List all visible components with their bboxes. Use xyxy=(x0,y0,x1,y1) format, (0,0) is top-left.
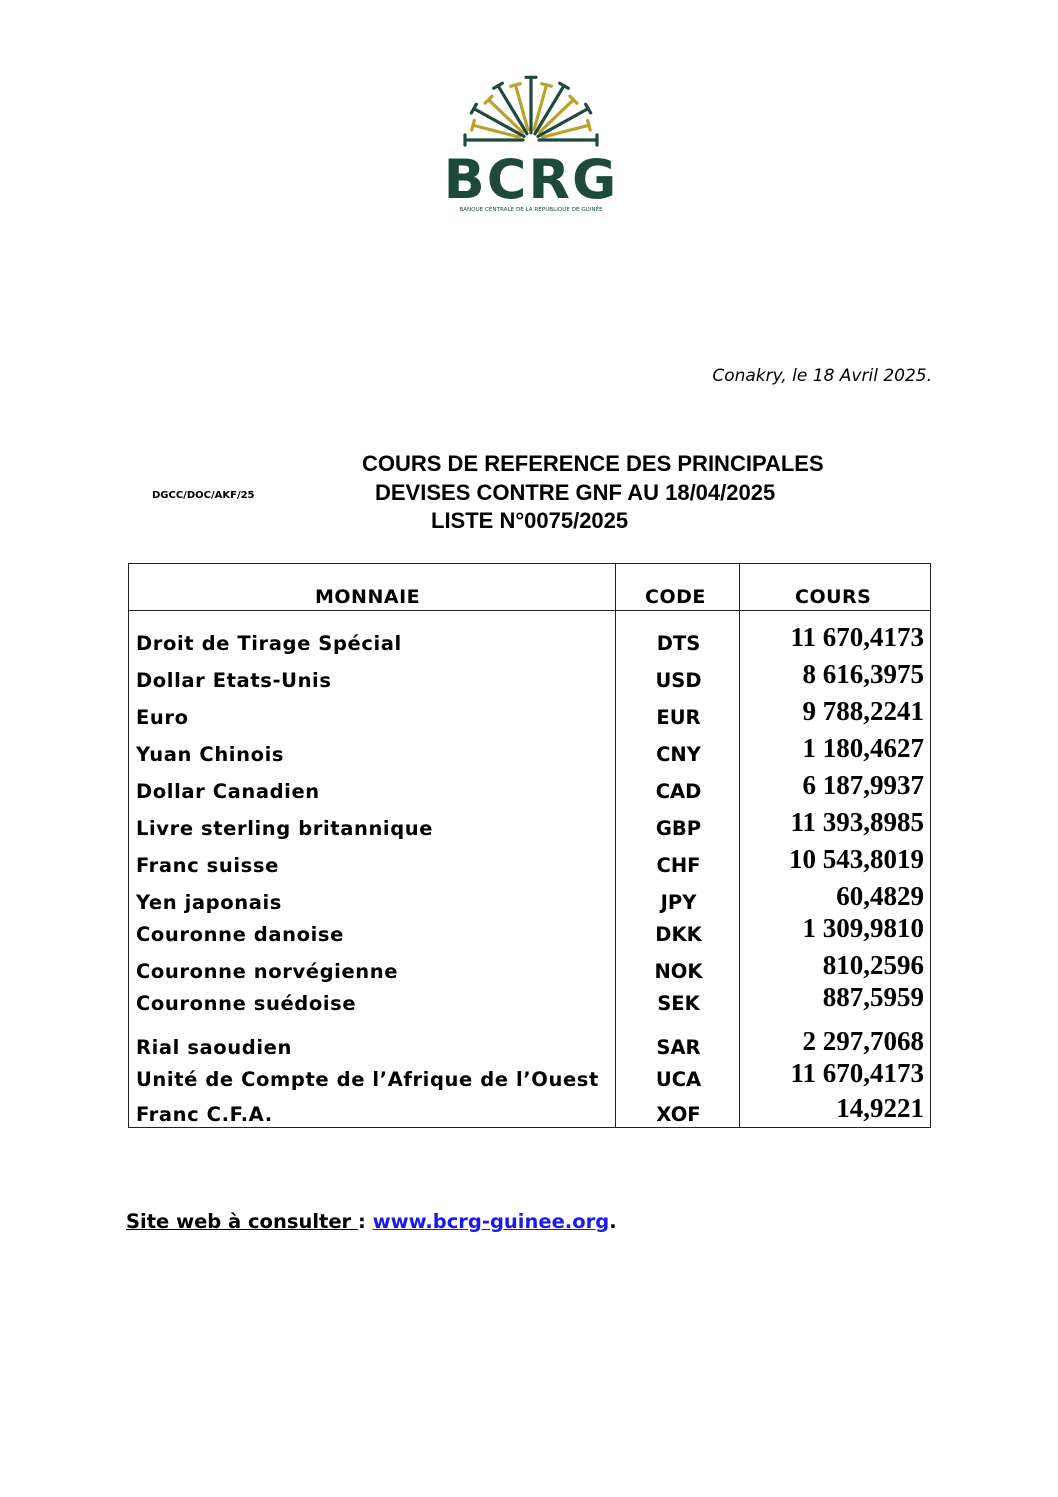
currency-code: JPY xyxy=(660,891,697,914)
date-line: Conakry, le 18 Avril 2025. xyxy=(712,366,932,386)
logo-ray-cap xyxy=(470,118,476,132)
currency-name: Droit de Tirage Spécial xyxy=(136,632,402,655)
exchange-rate: 810,2596 xyxy=(822,950,924,980)
currency-code: NOK xyxy=(654,960,703,983)
logo-ray-cap xyxy=(586,118,592,132)
currency-name: Unité de Compte de l’Afrique de l’Ouest xyxy=(136,1068,599,1091)
logo-ray xyxy=(513,83,530,132)
footer-label: Site web à consulter xyxy=(126,1210,358,1233)
table-row: Franc suisse CHF 10 543,8019 xyxy=(129,844,930,880)
currency-name: Euro xyxy=(136,706,189,729)
bcrg-logo: BCRG BANQUE CENTRALE DE LA RÉPUBLIQUE DE… xyxy=(444,75,619,213)
currency-code: USD xyxy=(655,669,702,692)
logo-ray-cap xyxy=(540,82,553,88)
currency-name: Couronne suédoise xyxy=(136,992,357,1015)
exchange-rate: 11 393,8985 xyxy=(790,807,924,837)
exchange-rate-table: MONNAIE CODE COURS Droit de Tirage Spéci… xyxy=(128,563,931,1128)
title-line-1: COURS DE REFERENCE DES PRINCIPALES xyxy=(362,451,824,476)
table-row: Yuan Chinois CNY 1 180,4627 xyxy=(129,733,930,769)
table-row: Couronne danoise DKK 1 309,9810 xyxy=(129,913,930,949)
currency-name: Livre sterling britannique xyxy=(136,817,434,840)
header-divider xyxy=(129,610,930,611)
logo-ray xyxy=(540,123,591,139)
column-divider xyxy=(739,564,740,1127)
table-row: Couronne norvégienne NOK 810,2596 xyxy=(129,950,930,986)
logo-ray xyxy=(471,123,522,139)
currency-code: EUR xyxy=(656,706,701,729)
svg-text:BANQUE CENTRALE DE LA RÉPUBLIQ: BANQUE CENTRALE DE LA RÉPUBLIQUE DE GUIN… xyxy=(459,205,603,213)
logo-ray xyxy=(533,84,566,136)
exchange-rate: 60,4829 xyxy=(836,881,924,911)
table-row: Livre sterling britannique GBP 11 393,8985 xyxy=(129,807,930,843)
footer-end: . xyxy=(609,1210,617,1233)
logo-ray-cap xyxy=(469,102,478,115)
logo-ray xyxy=(496,84,529,136)
logo-ray xyxy=(532,83,549,132)
header-currency: MONNAIE xyxy=(315,586,421,608)
exchange-rate: 11 670,4173 xyxy=(790,622,924,652)
currency-code: SEK xyxy=(657,992,700,1015)
footer: Site web à consulter : www.bcrg-guinee.o… xyxy=(126,1210,617,1233)
currency-name: Franc suisse xyxy=(136,854,279,877)
logo-ray-cap xyxy=(568,94,579,105)
currency-code: SAR xyxy=(656,1036,701,1059)
exchange-rate: 8 616,3975 xyxy=(802,659,925,689)
svg-text:BCRG: BCRG xyxy=(444,148,619,211)
currency-name: Franc C.F.A. xyxy=(136,1103,273,1126)
currency-name: Yuan Chinois xyxy=(136,743,285,766)
website-link[interactable]: www.bcrg-guinee.org xyxy=(372,1210,610,1233)
exchange-rate: 14,9221 xyxy=(836,1093,924,1123)
currency-code: CAD xyxy=(655,780,702,803)
table-row: Yen japonais JPY 60,4829 xyxy=(129,881,930,917)
logo-ray-cap xyxy=(483,94,494,105)
currency-code: CNY xyxy=(656,743,701,766)
table-row: Rial saoudien SAR 2 297,7068 xyxy=(129,1026,930,1062)
exchange-rate: 2 297,7068 xyxy=(802,1026,925,1056)
exchange-rate: 1 180,4627 xyxy=(802,733,925,763)
table-row: Droit de Tirage Spécial DTS 11 670,4173 xyxy=(129,622,930,658)
logo-ray-cap xyxy=(558,81,570,90)
currency-code: UCA xyxy=(655,1068,702,1091)
table-row: Franc C.F.A. XOF 14,9221 xyxy=(129,1093,930,1129)
header-code: CODE xyxy=(645,586,706,608)
exchange-rate: 6 187,9937 xyxy=(802,770,925,800)
logo-ray xyxy=(537,98,576,134)
title-line-3: LISTE N°0075/2025 xyxy=(431,508,629,533)
currency-code: DKK xyxy=(655,923,702,946)
logo-ray-cap xyxy=(492,81,504,90)
logo-ray xyxy=(536,107,590,139)
logo-ray xyxy=(486,98,525,134)
currency-code: DTS xyxy=(656,632,701,655)
title-line-2: DEVISES CONTRE GNF AU 18/04/2025 xyxy=(375,480,776,505)
table-row: Euro EUR 9 788,2241 xyxy=(129,696,930,732)
currency-name: Dollar Canadien xyxy=(136,780,320,803)
exchange-rate: 10 543,8019 xyxy=(789,844,924,874)
exchange-rate: 11 670,4173 xyxy=(790,1058,924,1088)
logo-ray xyxy=(472,107,526,139)
currency-name: Yen japonais xyxy=(136,891,282,914)
currency-code: XOF xyxy=(656,1103,701,1126)
currency-name: Dollar Etats-Unis xyxy=(136,669,332,692)
exchange-rate: 1 309,9810 xyxy=(802,913,925,943)
exchange-rate: 887,5959 xyxy=(822,982,924,1012)
header-rate: COURS xyxy=(795,586,872,608)
currency-code: CHF xyxy=(656,854,701,877)
column-divider xyxy=(615,564,616,1127)
table-row: Couronne suédoise SEK 887,5959 xyxy=(129,982,930,1018)
table-row: Unité de Compte de l’Afrique de l’Ouest U… xyxy=(129,1058,930,1094)
currency-name: Couronne norvégienne xyxy=(136,960,399,983)
document-reference: DGCC/DOC/AKF/25 xyxy=(152,490,255,501)
logo-ray-cap xyxy=(584,102,593,115)
currency-name: Couronne danoise xyxy=(136,923,344,946)
table-row: Dollar Etats-Unis USD 8 616,3975 xyxy=(129,659,930,695)
footer-separator: : xyxy=(357,1210,373,1233)
exchange-rate: 9 788,2241 xyxy=(802,696,925,726)
logo-ray-cap xyxy=(509,82,522,88)
currency-code: GBP xyxy=(655,817,702,840)
currency-name: Rial saoudien xyxy=(136,1036,292,1059)
table-row: Dollar Canadien CAD 6 187,9937 xyxy=(129,770,930,806)
